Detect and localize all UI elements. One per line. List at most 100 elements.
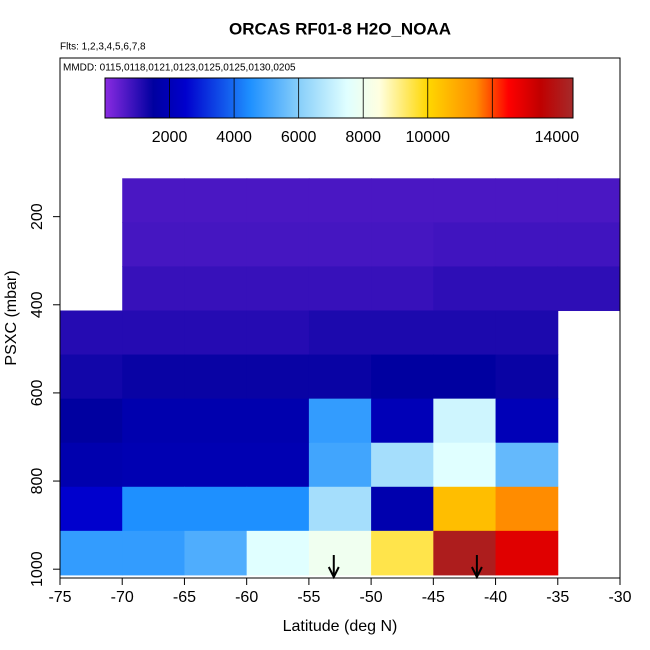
heatmap-cell xyxy=(495,178,559,223)
heatmap-cell xyxy=(246,310,310,356)
marker-arrow xyxy=(470,555,483,580)
heatmap-cell xyxy=(184,266,248,312)
heatmap-cell xyxy=(246,222,310,267)
heatmap-cell xyxy=(308,310,372,356)
heatmap-cell xyxy=(433,178,497,223)
heatmap-cell xyxy=(122,178,185,223)
heatmap-cell xyxy=(60,310,123,356)
heatmap-cell xyxy=(246,266,310,312)
arrow-head xyxy=(470,566,483,580)
heatmap-cell xyxy=(371,530,434,576)
heatmap-cell xyxy=(557,222,621,267)
x-tick-label: -70 xyxy=(111,589,134,606)
heatmap-cell xyxy=(184,398,248,444)
x-tick-label: -50 xyxy=(360,589,383,606)
x-tick-label: -60 xyxy=(235,589,258,606)
y-axis-label: PSXC (mbar) xyxy=(3,270,20,365)
heatmap-cell xyxy=(184,442,248,488)
y-tick-label: 800 xyxy=(29,468,46,495)
subtitle: Flts: 1,2,3,4,5,6,7,8 xyxy=(60,42,146,53)
arrow-head xyxy=(327,566,340,580)
heatmap-cell xyxy=(495,398,559,444)
heatmap-cell xyxy=(433,530,497,576)
heatmap-cell xyxy=(308,442,372,488)
heatmap-cell xyxy=(371,354,434,400)
x-tick-label: -45 xyxy=(422,589,445,606)
marker-arrow xyxy=(327,555,340,580)
heatmap-cell xyxy=(495,266,559,312)
heatmap-cell xyxy=(433,354,497,400)
heatmap-cell xyxy=(495,310,559,356)
heatmap-cell xyxy=(433,310,497,356)
colorbar-tick-label: 8000 xyxy=(345,129,381,146)
annotation: MMDD: 0115,0118,0121,0123,0125,0125,0130… xyxy=(63,63,296,74)
heatmap-cell xyxy=(184,354,248,400)
heatmap-cell xyxy=(308,178,372,223)
colorbar-tick-label: 14000 xyxy=(535,129,580,146)
heatmap-cell xyxy=(60,398,123,444)
heatmap-cell xyxy=(184,530,248,576)
heatmap-cell xyxy=(557,266,621,312)
heatmap-cell xyxy=(184,178,248,223)
heatmap-cell xyxy=(308,266,372,312)
heatmap-cell xyxy=(371,266,434,312)
heatmap-cell xyxy=(308,486,372,532)
heatmap-cell xyxy=(122,354,185,400)
x-tick-label: -30 xyxy=(608,589,631,606)
y-tick-label: 400 xyxy=(29,291,46,318)
heatmap-cell xyxy=(433,222,497,267)
heatmap-cell xyxy=(246,442,310,488)
heatmap-cell xyxy=(495,222,559,267)
heatmap-cell xyxy=(371,398,434,444)
colorbar-tick-label: 6000 xyxy=(281,129,317,146)
x-tick-label: -75 xyxy=(48,589,71,606)
x-axis-label: Latitude (deg N) xyxy=(283,618,398,635)
heatmap-cell xyxy=(122,222,185,267)
x-tick-label: -40 xyxy=(484,589,507,606)
heatmap-cell xyxy=(122,266,185,312)
heatmap-cell xyxy=(371,178,434,223)
colorbar xyxy=(104,77,574,119)
heatmap-cell xyxy=(371,442,434,488)
heatmap-cell xyxy=(371,310,434,356)
x-tick-label: -35 xyxy=(546,589,569,606)
heatmap-cell xyxy=(122,486,185,532)
heatmap-cell xyxy=(371,486,434,532)
heatmap-cell xyxy=(122,530,185,576)
heatmap-cell xyxy=(60,486,123,532)
colorbar-tick-label: 2000 xyxy=(152,129,188,146)
heatmap-cell xyxy=(495,530,559,576)
heatmap-cell xyxy=(433,442,497,488)
heatmap-cell xyxy=(495,354,559,400)
heatmap-cell xyxy=(308,398,372,444)
chart-title: ORCAS RF01-8 H2O_NOAA xyxy=(229,19,451,38)
y-tick-label: 1000 xyxy=(29,551,46,587)
heatmap-cell xyxy=(308,530,372,576)
heatmap-cell xyxy=(495,486,559,532)
heatmap-cell xyxy=(433,486,497,532)
heatmap-cell xyxy=(433,266,497,312)
x-tick-label: -55 xyxy=(297,589,320,606)
y-tick-label: 600 xyxy=(29,379,46,406)
x-tick-label: -65 xyxy=(173,589,196,606)
heatmap-cell xyxy=(246,354,310,400)
colorbar-tick-label: 4000 xyxy=(216,129,252,146)
heatmap-cell xyxy=(246,530,310,576)
heatmap-cell xyxy=(557,178,621,223)
heatmap-cell xyxy=(308,354,372,400)
heatmap-cell xyxy=(371,222,434,267)
heatmap-cell xyxy=(246,178,310,223)
colorbar-tick-label: 10000 xyxy=(406,129,451,146)
heatmap-cell xyxy=(122,442,185,488)
heatmap-cell xyxy=(184,310,248,356)
heatmap-cell xyxy=(184,486,248,532)
heatmap-cell xyxy=(246,398,310,444)
y-tick-label: 200 xyxy=(29,203,46,230)
heatmap-cell xyxy=(246,486,310,532)
heatmap-cell xyxy=(60,530,123,576)
heatmap-cell xyxy=(122,310,185,356)
heatmap-cell xyxy=(433,398,497,444)
heatmap-cell xyxy=(184,222,248,267)
plot-frame xyxy=(59,57,621,579)
